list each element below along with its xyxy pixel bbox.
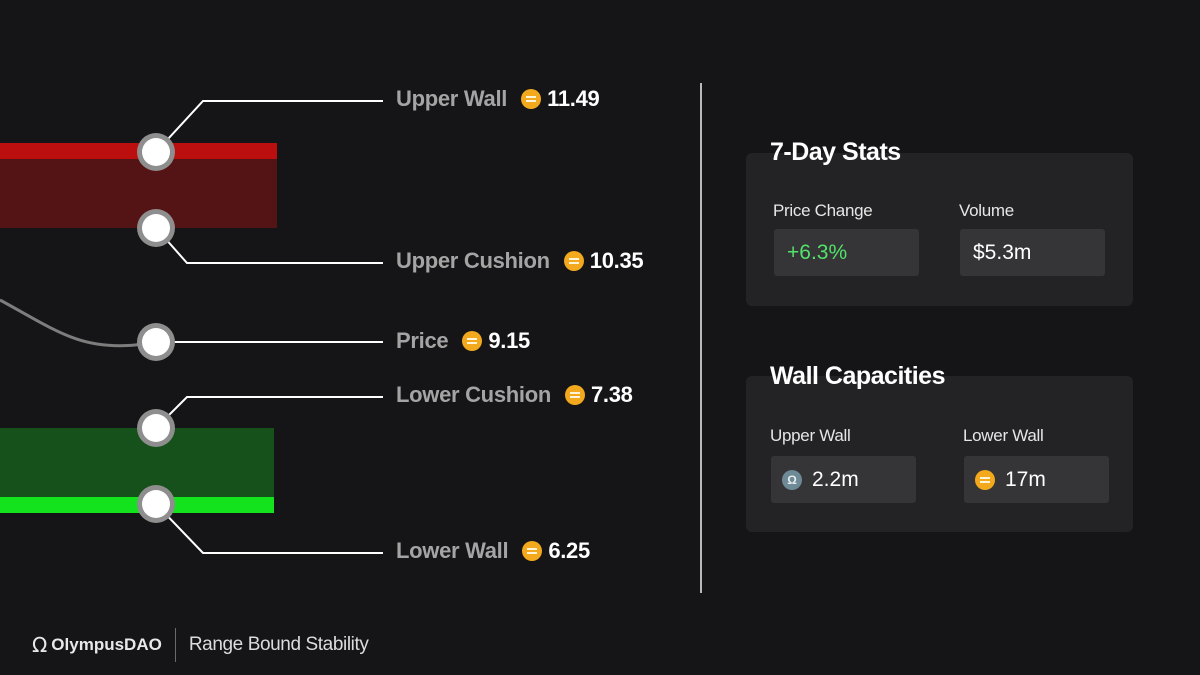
footer: Ω OlympusDAO Range Bound Stability	[32, 628, 369, 662]
lower-cushion-connector	[155, 396, 383, 429]
upper-capacity-label: Upper Wall	[770, 426, 851, 445]
dai-icon	[975, 469, 995, 490]
level-name: Price	[396, 328, 449, 353]
level-lower-cushion: Lower Cushion 7.38	[396, 382, 633, 408]
level-name: Lower Wall	[396, 538, 509, 563]
dai-icon	[563, 251, 584, 271]
price-node	[137, 323, 175, 361]
lower-cushion-node	[137, 409, 175, 447]
lower-capacity-label: Lower Wall	[963, 426, 1044, 445]
upper-wall-node	[137, 133, 175, 171]
upper-cushion-node	[137, 209, 175, 247]
lower-wall-connector	[155, 503, 383, 554]
stats-title: 7-Day Stats	[770, 138, 901, 166]
level-value: 11.49	[547, 86, 600, 111]
level-price: Price 9.15	[396, 328, 530, 354]
dai-icon	[522, 541, 543, 561]
volume-label: Volume	[959, 201, 1014, 220]
price-curve	[0, 298, 157, 348]
volume-value: $5.3m	[960, 229, 1105, 276]
ohm-icon: Ω	[782, 469, 802, 490]
level-name: Upper Cushion	[396, 248, 550, 273]
dai-icon	[462, 331, 483, 351]
upper-wall-connector	[155, 100, 383, 153]
upper-band	[0, 158, 277, 228]
level-value: 7.38	[591, 382, 633, 407]
level-name: Lower Cushion	[396, 382, 551, 407]
footer-separator	[174, 628, 176, 662]
lower-wall-band	[0, 497, 274, 513]
capacities-card	[746, 376, 1133, 532]
range-diagram	[0, 100, 383, 554]
olympus-omega-icon: Ω	[32, 633, 48, 657]
dai-icon	[521, 89, 542, 109]
capacities-title: Wall Capacities	[770, 362, 945, 390]
vertical-divider	[700, 83, 702, 593]
level-upper-wall: Upper Wall 11.49	[396, 86, 600, 112]
upper-cushion-connector	[155, 227, 383, 264]
lower-wall-node	[137, 485, 175, 523]
upper-capacity-value: 2.2m	[812, 467, 859, 491]
level-value: 6.25	[548, 538, 590, 563]
lower-capacity-value: 17m	[1005, 467, 1046, 491]
lower-capacity-value-box: 17m	[964, 456, 1109, 503]
level-upper-cushion: Upper Cushion 10.35	[396, 248, 644, 274]
lower-band	[0, 428, 274, 498]
brand-logo: Ω OlympusDAO	[32, 633, 162, 657]
footer-subtitle: Range Bound Stability	[188, 634, 369, 655]
dai-icon	[565, 385, 585, 405]
level-lower-wall: Lower Wall 6.25	[396, 538, 590, 564]
price-change-label: Price Change	[773, 201, 873, 220]
level-value: 9.15	[488, 328, 530, 353]
upper-capacity-value-box: Ω 2.2m	[771, 456, 916, 503]
level-name: Upper Wall	[396, 86, 508, 111]
level-value: 10.35	[589, 248, 644, 273]
brand-name: OlympusDAO	[51, 635, 162, 654]
price-change-value: +6.3%	[774, 229, 919, 276]
